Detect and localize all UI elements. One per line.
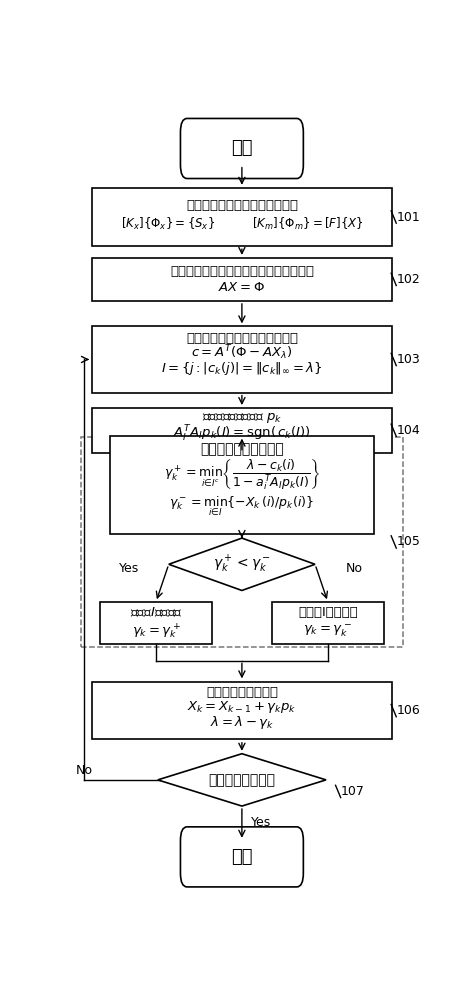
Polygon shape	[158, 754, 326, 806]
Bar	[272, 602, 384, 644]
Text: 104: 104	[396, 424, 420, 437]
Text: $[K_x]\{\Phi_x\}=\{S_x\}$          $[K_m]\{\Phi_m\}=[F]\{X\}$: $[K_x]\{\Phi_x\}=\{S_x\}$ $[K_m]\{\Phi_m…	[120, 216, 363, 232]
Text: $A_I^T A_I p_k(I) = \mathrm{sgn}(\, c_k(I))$: $A_I^T A_I p_k(I) = \mathrm{sgn}(\, c_k(…	[173, 424, 311, 444]
Text: $\gamma_k^+ = \min_{i \in I^c} \left\{ \dfrac{\lambda - c_k(i)}{1 - a_i^T A_I p_: $\gamma_k^+ = \min_{i \in I^c} \left\{ \…	[164, 457, 320, 492]
Text: No: No	[346, 562, 363, 575]
Text: 105: 105	[396, 535, 420, 548]
Bar	[92, 682, 392, 739]
Text: 是否达到停止条件: 是否达到停止条件	[209, 773, 275, 787]
Text: 103: 103	[396, 353, 420, 366]
Text: $\lambda = \lambda - \gamma_k$: $\lambda = \lambda - \gamma_k$	[210, 714, 274, 731]
Text: $I = \{j : |c_k(j)| = \|c_k\|_\infty = \lambda\}$: $I = \{j : |c_k(j)| = \|c_k\|_\infty = \…	[161, 360, 323, 377]
Text: $\gamma_k = \gamma_k^-$: $\gamma_k = \gamma_k^-$	[303, 623, 352, 639]
Text: 计算下一步搜索方向 $p_k$: 计算下一步搜索方向 $p_k$	[202, 411, 282, 425]
Text: 计算下一步的搜索步长: 计算下一步的搜索步长	[200, 442, 284, 456]
Text: 计算下一步迭代结果: 计算下一步迭代结果	[206, 686, 278, 699]
Bar	[110, 436, 373, 534]
Text: 开始: 开始	[231, 139, 253, 157]
Bar	[100, 602, 212, 644]
Text: $\gamma_k = \gamma_k^+$: $\gamma_k = \gamma_k^+$	[132, 622, 180, 641]
Bar	[81, 437, 403, 647]
Text: 106: 106	[396, 704, 420, 717]
Text: 计算当前误差并得到正则化参数: 计算当前误差并得到正则化参数	[186, 332, 298, 345]
Bar	[92, 408, 392, 453]
Text: Yes: Yes	[119, 562, 139, 575]
Text: No: No	[76, 764, 93, 777]
Text: 101: 101	[396, 211, 420, 224]
Text: $\gamma_k^- = \min_{i \in I} \left\{-X_k(i)/p_k(i)\right\}$: $\gamma_k^- = \min_{i \in I} \left\{-X_k…	[169, 495, 314, 518]
Polygon shape	[169, 538, 315, 590]
Text: Yes: Yes	[251, 816, 271, 829]
Text: 102: 102	[396, 273, 420, 286]
Text: $\gamma_k^+ < \gamma_k^-$: $\gamma_k^+ < \gamma_k^-$	[213, 554, 271, 575]
Text: $X_k = X_{k-1} + \gamma_k p_k$: $X_k = X_{k-1} + \gamma_k p_k$	[187, 699, 297, 715]
Text: $c = A^T (\Phi - AX_\lambda)$: $c = A^T (\Phi - AX_\lambda)$	[191, 343, 293, 362]
Text: 从集合I移除元素: 从集合I移除元素	[298, 606, 358, 619]
Text: 向集合$I$加入元素: 向集合$I$加入元素	[129, 606, 182, 619]
FancyBboxPatch shape	[180, 827, 303, 887]
Bar	[92, 326, 392, 393]
Text: 建立未知光源与表面光强数据的线性关系: 建立未知光源与表面光强数据的线性关系	[170, 265, 314, 278]
Bar	[92, 188, 392, 246]
Text: 结束: 结束	[231, 848, 253, 866]
Text: 107: 107	[341, 785, 364, 798]
Text: 将扩散方程离散化为线性方程组: 将扩散方程离散化为线性方程组	[186, 199, 298, 212]
FancyBboxPatch shape	[180, 118, 303, 179]
Bar	[92, 258, 392, 301]
Text: $AX=\Phi$: $AX=\Phi$	[219, 281, 265, 294]
